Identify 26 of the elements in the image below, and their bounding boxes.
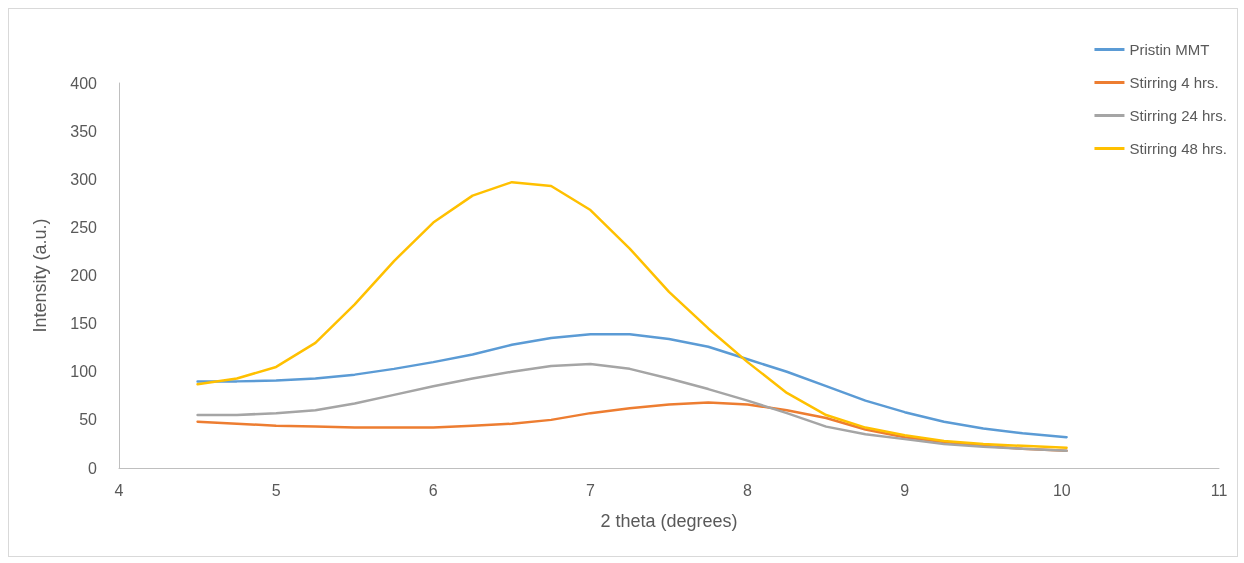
y-tick-label: 100 bbox=[70, 363, 98, 381]
y-tick-label: 150 bbox=[70, 315, 98, 333]
x-tick-label: 11 bbox=[1210, 481, 1228, 499]
x-tick-label: 4 bbox=[114, 481, 124, 499]
x-tick-label: 6 bbox=[428, 481, 438, 499]
x-tick-label: 7 bbox=[585, 481, 595, 499]
line-series bbox=[196, 362, 1068, 452]
y-tick-label: 200 bbox=[70, 267, 98, 284]
y-tick-label: 350 bbox=[70, 122, 98, 140]
line-series bbox=[196, 332, 1068, 439]
legend-label: Pristin MMT bbox=[1129, 41, 1210, 58]
x-tick-label: 5 bbox=[271, 481, 281, 499]
line-series bbox=[196, 180, 1068, 450]
legend-label: Stirring 4 hrs. bbox=[1129, 74, 1219, 91]
x-tick-label: 10 bbox=[1052, 481, 1071, 499]
y-tick-label: 300 bbox=[70, 170, 98, 188]
x-axis-title: 2 theta (degrees) bbox=[600, 511, 738, 531]
legend-label: Stirring 48 hrs. bbox=[1129, 140, 1228, 157]
x-tick-label: 9 bbox=[900, 481, 910, 499]
y-tick-label: 250 bbox=[70, 218, 98, 236]
y-tick-label: 400 bbox=[70, 74, 98, 92]
x-tick-label: 8 bbox=[743, 481, 753, 499]
legend-label: Stirring 24 hrs. bbox=[1129, 107, 1228, 124]
y-axis-title: Intensity (a.u.) bbox=[30, 218, 50, 333]
y-tick-label: 50 bbox=[79, 411, 98, 429]
y-tick-label: 0 bbox=[88, 459, 98, 477]
